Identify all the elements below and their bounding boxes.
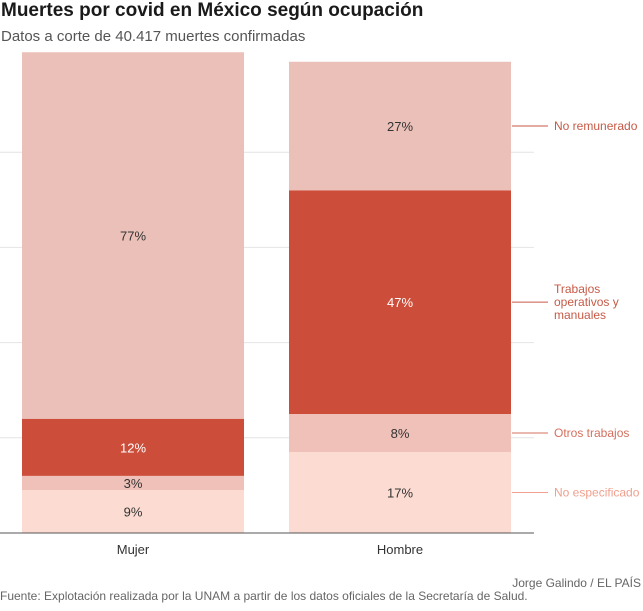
legend-label-line: manuales bbox=[554, 308, 606, 322]
legend-label-line: operativos y bbox=[554, 295, 619, 309]
data-label: 12% bbox=[120, 440, 146, 455]
data-label: 8% bbox=[391, 426, 410, 441]
legend-label-line: Otros trabajos bbox=[554, 426, 629, 440]
bars bbox=[22, 52, 511, 533]
bar-segment bbox=[22, 52, 244, 419]
bar-segment bbox=[289, 61, 511, 191]
bar-segment bbox=[289, 452, 511, 533]
data-label: 3% bbox=[124, 476, 143, 491]
credit-text: Jorge Galindo / EL PAÍS bbox=[512, 576, 641, 590]
data-label: 77% bbox=[120, 229, 146, 244]
source-text: Fuente: Explotación realizada por la UNA… bbox=[0, 589, 528, 603]
legend-label-line: Trabajos bbox=[554, 282, 600, 296]
data-label: 27% bbox=[387, 119, 413, 134]
data-label: 9% bbox=[124, 505, 143, 520]
data-label: 17% bbox=[387, 486, 413, 501]
legend-label: Otros trabajos bbox=[554, 426, 629, 440]
data-label: 47% bbox=[387, 295, 413, 310]
chart-subtitle: Datos a corte de 40.417 muertes confirma… bbox=[1, 28, 306, 45]
x-axis: Mujer Hombre bbox=[0, 532, 534, 557]
data-labels: 9% 3% 12% 77% 17% 8% 47% 27% bbox=[120, 119, 413, 520]
x-tick-label: Hombre bbox=[377, 542, 423, 557]
chart-title: Muertes por covid en México según ocupac… bbox=[1, 0, 424, 21]
legend-label: Trabajos operativos y manuales bbox=[554, 282, 619, 322]
legend: No especificado Otros trabajos Trabajos ope… bbox=[512, 119, 640, 500]
x-tick-label: Mujer bbox=[117, 542, 150, 557]
bar-segment bbox=[22, 490, 244, 533]
legend-label: No remunerado bbox=[554, 119, 638, 133]
bar-segment bbox=[22, 475, 244, 491]
bar-segment bbox=[289, 414, 511, 453]
legend-label-line: No remunerado bbox=[554, 119, 638, 133]
legend-label-line: No especificado bbox=[554, 486, 640, 500]
bar-segment bbox=[22, 418, 244, 476]
legend-label: No especificado bbox=[554, 486, 640, 500]
bar-segment bbox=[289, 190, 511, 414]
